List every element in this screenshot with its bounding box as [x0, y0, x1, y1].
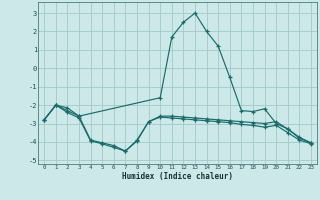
X-axis label: Humidex (Indice chaleur): Humidex (Indice chaleur)	[122, 172, 233, 181]
